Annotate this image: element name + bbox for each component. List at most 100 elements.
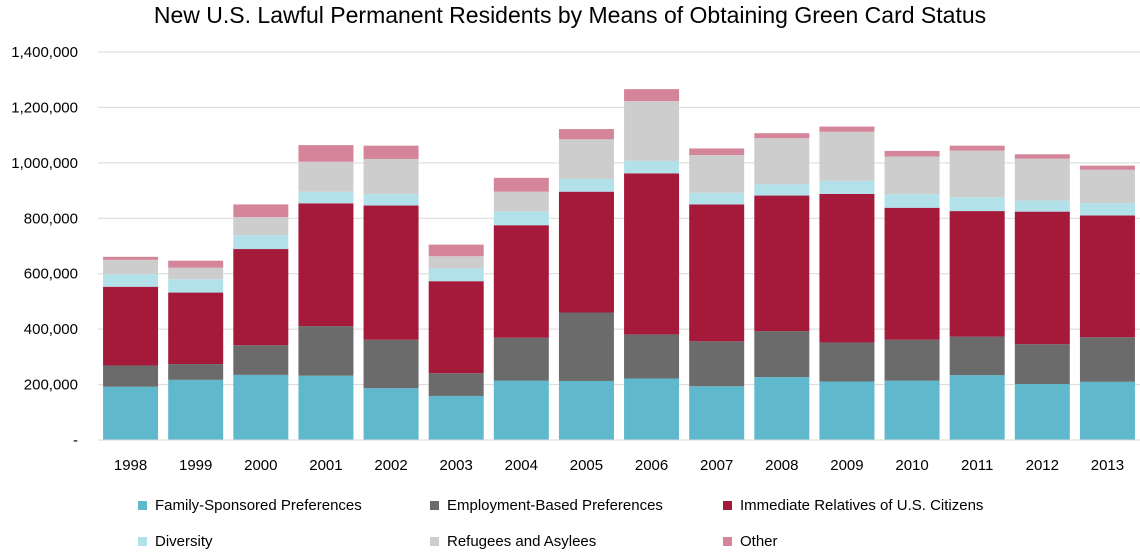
bar-segment [949,150,1005,198]
legend-label: Diversity [155,532,213,550]
bar-segment [819,131,875,181]
legend-item: Immediate Relatives of U.S. Citizens [723,494,983,516]
bar-segment [1014,384,1070,440]
y-tick-label: 1,200,000 [11,99,78,116]
bar-segment [1014,158,1070,201]
x-tick-label: 2005 [570,457,603,474]
bar-segment [103,274,159,287]
bar-segment [363,158,419,194]
bar-segment [754,133,810,139]
legend-label: Employment-Based Preferences [447,496,663,514]
legend-swatch [138,500,147,510]
legend-label: Refugees and Asylees [447,532,597,550]
bar-segment [689,341,745,387]
bar-segment [624,101,680,161]
legend-item: Other [723,530,778,552]
bar-segment [298,203,354,327]
bar-segment [819,126,875,132]
stacked-bar-chart: - 200,000 400,000 600,000 800,000 1,000,000 1,… [11,44,1140,474]
legend-item: Diversity [138,530,213,552]
x-tick-label: 2011 [961,457,993,474]
bar-segment [493,191,549,212]
bar-segment [689,204,745,342]
bar-segment [1079,337,1135,382]
bar-segment [949,375,1005,440]
bar-segment [168,379,224,440]
x-tick-label: 2003 [440,457,473,474]
bar-segment [233,345,289,375]
legend-swatch [138,536,147,546]
bar-segment [1079,215,1135,338]
bar-segment [168,267,224,280]
y-tick-label: 1,400,000 [11,44,78,61]
x-tick-label: 2012 [1026,457,1059,474]
bar-segment [428,395,484,440]
x-tick-label: 2000 [244,457,277,474]
bar-segment [493,337,549,381]
bar-segment [689,192,745,205]
bar-segment [493,177,549,192]
legend-swatch [430,500,439,510]
chart-title: New U.S. Lawful Permanent Residents by M… [153,2,987,28]
bar-segment [949,197,1005,212]
bar-segment [884,207,940,340]
y-tick-label: - [73,432,78,449]
legend-label: Other [740,532,778,550]
legend-swatch [723,536,732,546]
bar-segment [754,377,810,440]
bar-segment [103,256,159,260]
bar-segment [624,89,680,102]
y-tick-label: 400,000 [24,321,78,338]
bar-segment [1014,344,1070,385]
bar-segment [298,326,354,376]
bar-segment [233,249,289,346]
bar-segment [1079,169,1135,204]
bar-segment [493,380,549,440]
bar-segment [558,129,614,140]
bar-segment [624,334,680,379]
bar-segment [298,375,354,440]
y-tick-label: 1,000,000 [11,155,78,172]
bar-segment [754,331,810,378]
chart-legend: Family-Sponsored Preferences Employment-B… [0,490,1140,550]
y-tick-label: 800,000 [24,210,78,227]
bar-segment [233,217,289,236]
bar-segment [558,191,614,313]
bar-segment [884,339,940,381]
bar-segment [363,339,419,389]
bar-segment [363,388,419,440]
bar-segment [819,381,875,440]
bar-segment [558,139,614,179]
bar-segment [558,312,614,381]
legend-label: Family-Sponsored Preferences [155,496,362,514]
bar-segment [1014,200,1070,212]
bar-segment [819,342,875,382]
legend-item: Refugees and Asylees [430,530,596,552]
bar-segment [1079,203,1135,216]
legend-swatch [723,500,732,510]
bar-segment [1014,211,1070,345]
bar-segment [754,184,810,196]
x-tick-label: 2013 [1091,457,1124,474]
y-tick-label: 600,000 [24,266,78,283]
bar-segment [428,256,484,269]
bar-segment [624,173,680,335]
bar-segment [233,374,289,440]
bar-segment [1079,381,1135,440]
legend-label: Immediate Relatives of U.S. Citizens [740,496,984,514]
x-tick-label: 2009 [830,457,863,474]
x-tick-label: 2006 [635,457,668,474]
legend-item: Family-Sponsored Preferences [138,494,362,516]
x-tick-label: 2008 [765,457,798,474]
x-tick-label: 2002 [374,457,407,474]
bar-segment [168,364,224,380]
x-tick-label: 2010 [895,457,928,474]
bar-segment [624,378,680,440]
bar-segment [819,193,875,343]
x-tick-label: 2007 [700,457,733,474]
bar-segment [1014,154,1070,159]
y-tick-label: 200,000 [24,377,78,394]
bar-segment [233,235,289,250]
x-tick-label: 2004 [505,457,538,474]
bar-segment [949,211,1005,337]
